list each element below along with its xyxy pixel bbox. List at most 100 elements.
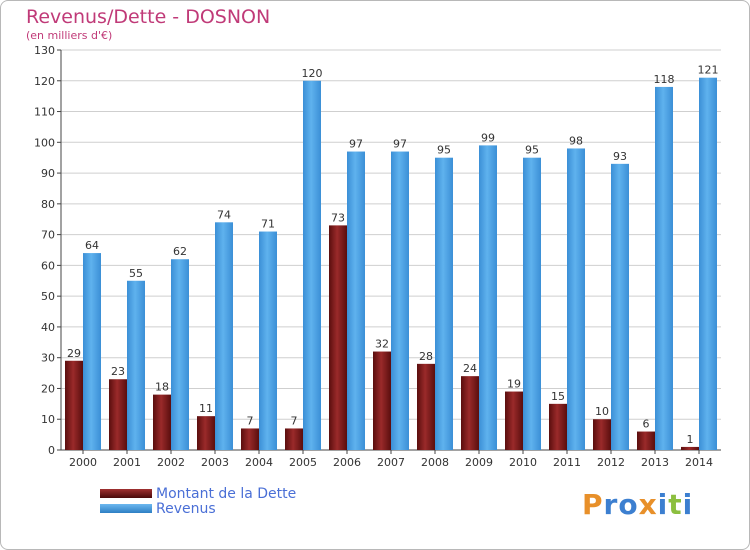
data-label-revenue-2003: 74 <box>217 208 231 221</box>
y-tick-label-100: 100 <box>34 136 55 149</box>
data-label-debt-2011: 15 <box>551 390 565 403</box>
legend-label-debt: Montant de la Dette <box>156 485 297 502</box>
bar-revenue-2005 <box>303 80 321 451</box>
x-tick-label-2013: 2013 <box>641 456 669 469</box>
bar-debt-2007 <box>373 351 391 450</box>
x-tick-label-2012: 2012 <box>597 456 625 469</box>
data-label-debt-2010: 19 <box>507 378 521 391</box>
data-label-debt-2002: 18 <box>155 381 169 394</box>
x-tick-label-2006: 2006 <box>333 456 361 469</box>
x-tick-label-2002: 2002 <box>157 456 185 469</box>
data-label-debt-2004: 7 <box>247 414 254 427</box>
logo-letter: t <box>668 488 683 521</box>
logo-letter: i <box>657 488 669 521</box>
y-tick-label-110: 110 <box>34 106 55 119</box>
bar-revenue-2013 <box>655 86 673 450</box>
bar-debt-2011 <box>549 403 567 450</box>
data-label-debt-2006: 73 <box>331 211 345 224</box>
bar-debt-2006 <box>329 225 347 450</box>
bar-debt-2010 <box>505 391 523 450</box>
legend-label-revenue: Revenus <box>156 500 216 517</box>
logo-letter: o <box>618 488 639 521</box>
data-label-debt-2013: 6 <box>643 418 650 431</box>
bar-revenue-2003 <box>215 222 233 450</box>
data-label-revenue-2009: 99 <box>481 131 495 144</box>
legend-item-revenue: Revenus <box>100 500 296 517</box>
x-tick-label-2001: 2001 <box>113 456 141 469</box>
bar-debt-2004 <box>241 428 259 450</box>
bar-revenue-2000 <box>83 253 101 450</box>
bar-debt-2005 <box>285 428 303 450</box>
data-label-debt-2000: 29 <box>67 347 81 360</box>
data-label-revenue-2007: 97 <box>393 138 407 151</box>
x-tick-label-2004: 2004 <box>245 456 273 469</box>
bar-revenue-2014 <box>699 77 717 450</box>
y-tick-label-40: 40 <box>41 321 55 334</box>
bar-debt-2009 <box>461 376 479 450</box>
x-tick-label-2014: 2014 <box>685 456 713 469</box>
x-tick-label-2010: 2010 <box>509 456 537 469</box>
y-tick-label-60: 60 <box>41 259 55 272</box>
data-label-revenue-2010: 95 <box>525 144 539 157</box>
logo-letter: x <box>638 488 658 521</box>
data-label-revenue-2002: 62 <box>173 245 187 258</box>
x-tick-label-2009: 2009 <box>465 456 493 469</box>
data-label-revenue-2001: 55 <box>129 267 143 280</box>
bar-debt-2001 <box>109 379 127 450</box>
y-tick-label-10: 10 <box>41 413 55 426</box>
bar-revenue-2002 <box>171 259 189 450</box>
data-label-revenue-2014: 121 <box>698 64 719 77</box>
legend: Montant de la Dette Revenus <box>100 485 297 517</box>
legend-swatch-revenue <box>100 504 152 513</box>
y-tick-label-50: 50 <box>41 290 55 303</box>
bar-debt-2013 <box>637 431 655 450</box>
bar-debt-2008 <box>417 363 435 450</box>
data-label-debt-2009: 24 <box>463 362 477 375</box>
data-label-debt-2014: 1 <box>687 433 694 446</box>
bar-debt-2012 <box>593 419 611 450</box>
bar-debt-2014 <box>681 446 699 450</box>
bar-debt-2002 <box>153 394 171 450</box>
legend-swatch-debt <box>100 489 152 498</box>
bar-debt-2000 <box>65 360 83 450</box>
data-label-debt-2008: 28 <box>419 350 433 363</box>
data-label-debt-2003: 11 <box>199 402 213 415</box>
bar-revenue-2004 <box>259 231 277 450</box>
x-tick-label-2008: 2008 <box>421 456 449 469</box>
logo-letter: r <box>603 488 619 521</box>
logo-letter: i <box>682 488 694 521</box>
data-label-revenue-2000: 64 <box>85 239 99 252</box>
x-tick-label-2011: 2011 <box>553 456 581 469</box>
data-label-debt-2001: 23 <box>111 365 125 378</box>
logo-letter: P <box>582 488 604 521</box>
bar-revenue-2011 <box>567 148 585 450</box>
y-tick-label-30: 30 <box>41 352 55 365</box>
proxiti-logo: Proxiti <box>582 488 693 521</box>
data-label-revenue-2005: 120 <box>302 67 323 80</box>
y-tick-label-20: 20 <box>41 382 55 395</box>
y-tick-label-70: 70 <box>41 229 55 242</box>
y-tick-label-120: 120 <box>34 75 55 88</box>
data-label-debt-2007: 32 <box>375 338 389 351</box>
y-tick-label-90: 90 <box>41 167 55 180</box>
y-tick-label-0: 0 <box>48 444 55 457</box>
legend-item-debt: Montant de la Dette <box>100 485 297 502</box>
bar-debt-2003 <box>197 416 215 450</box>
y-tick-label-130: 130 <box>34 44 55 57</box>
chart-title: Revenus/Dette - DOSNON <box>26 6 271 28</box>
x-tick-label-2007: 2007 <box>377 456 405 469</box>
data-label-revenue-2011: 98 <box>569 134 583 147</box>
data-label-revenue-2012: 93 <box>613 150 627 163</box>
bar-revenue-2010 <box>523 157 541 450</box>
x-tick-label-2003: 2003 <box>201 456 229 469</box>
data-label-revenue-2006: 97 <box>349 138 363 151</box>
bar-chart: 0102030405060708090100110120130296420002… <box>34 44 721 469</box>
data-label-debt-2012: 10 <box>595 405 609 418</box>
x-tick-label-2005: 2005 <box>289 456 317 469</box>
bar-revenue-2012 <box>611 163 629 450</box>
y-tick-label-80: 80 <box>41 198 55 211</box>
bar-revenue-2009 <box>479 145 497 450</box>
bar-revenue-2007 <box>391 151 409 451</box>
bar-revenue-2008 <box>435 157 453 450</box>
data-label-revenue-2004: 71 <box>261 218 275 231</box>
